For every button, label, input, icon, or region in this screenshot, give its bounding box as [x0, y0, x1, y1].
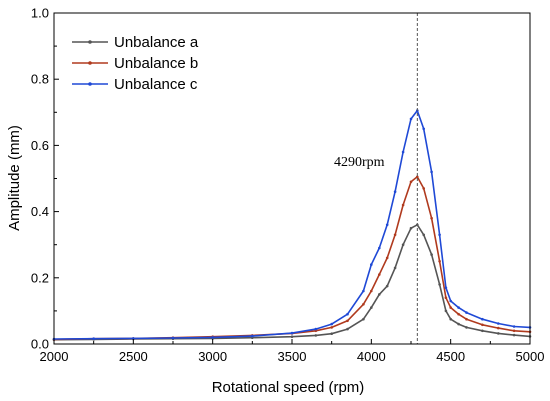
- series-3-point-8: [314, 327, 318, 331]
- series-3-point-7: [290, 331, 294, 335]
- y-tick-label-2: 0.2: [31, 270, 49, 285]
- series-3-point-12: [370, 263, 373, 266]
- y-tick-label-1: 0.0: [31, 337, 49, 352]
- series-1-point-21: [438, 283, 441, 286]
- series-3-point-10: [346, 312, 349, 316]
- series-3-point-22: [444, 286, 448, 290]
- annotation-label: 4290rpm: [334, 155, 385, 170]
- series-2-point-11: [362, 303, 365, 306]
- series-2-point-14: [385, 256, 389, 260]
- series-1-point-15: [393, 266, 397, 270]
- series-3-point-23: [449, 299, 453, 303]
- series-2-point-21: [438, 260, 441, 263]
- series-1-point-9: [330, 332, 334, 336]
- series-3-point-4: [171, 336, 175, 340]
- x-tick-label-5: 4000: [357, 349, 386, 364]
- series-3-point-20: [430, 170, 433, 174]
- series-2-point-26: [481, 323, 484, 327]
- series-2-point-22: [444, 296, 448, 300]
- series-3-point-19: [422, 127, 426, 131]
- series-3-point-6: [251, 334, 254, 338]
- series-1-point-14: [385, 284, 389, 288]
- series-1-point-8: [314, 334, 318, 337]
- series-3-point-13: [378, 246, 381, 250]
- series-2-point-12: [370, 289, 373, 293]
- legend-label-1: Unbalance a: [114, 34, 199, 51]
- series-3-point-14: [385, 223, 389, 227]
- series-2-point-18: [416, 175, 419, 179]
- series-1-point-16: [401, 243, 405, 246]
- series-2-point-25: [465, 317, 468, 321]
- series-1-point-12: [370, 306, 373, 309]
- x-axis-label: Rotational speed (rpm): [212, 379, 365, 396]
- series-2-point-27: [497, 326, 500, 330]
- series-2-point-19: [422, 187, 426, 190]
- y-axis-label: Amplitude (mm): [6, 125, 23, 231]
- plot-area: 4290rpm 2000 2500 3000 3500 4000 4500 5000 0.0 0.…: [31, 6, 545, 365]
- series-1-point-7: [290, 335, 294, 339]
- series-1-point-26: [481, 329, 484, 333]
- series-1-point-19: [422, 233, 426, 237]
- series-1-point-27: [497, 332, 500, 335]
- x-tick-label-1: 2000: [40, 349, 69, 364]
- legend-marker-3: [88, 82, 92, 86]
- x-tick-label-7: 5000: [516, 349, 545, 364]
- series-3-point-11: [362, 289, 365, 293]
- series-1-point-23: [449, 317, 453, 321]
- series-1-point-11: [362, 317, 365, 321]
- series-3-point-26: [481, 317, 484, 321]
- series-1-point-10: [346, 327, 349, 331]
- series-3-point-24: [457, 306, 460, 309]
- series-2-point-9: [330, 326, 334, 329]
- series-1-point-22: [444, 309, 448, 313]
- series-2-point-16: [401, 203, 405, 207]
- series-2-point-23: [449, 306, 453, 309]
- series-1-point-17: [409, 226, 413, 230]
- series-3-point-21: [438, 233, 441, 237]
- series-3-point-25: [465, 311, 468, 314]
- series-3-point-28: [512, 325, 516, 328]
- series-3-point-16: [401, 150, 405, 154]
- x-tick-label-2: 2500: [119, 349, 148, 364]
- y-tick-label-5: 0.8: [31, 72, 49, 87]
- series-1-point-20: [430, 253, 433, 256]
- series-1-point-24: [457, 322, 460, 326]
- series-2-point-13: [378, 273, 381, 276]
- series-1-point-13: [378, 293, 381, 296]
- y-tick-label-3: 0.4: [31, 204, 49, 219]
- x-tick-label-4: 3500: [278, 349, 307, 364]
- y-tick-label-6: 1.0: [31, 6, 49, 21]
- legend-label-3: Unbalance c: [114, 76, 198, 93]
- series-2-point-10: [346, 319, 349, 323]
- x-tick-label-6: 4500: [436, 349, 465, 364]
- series-3-point-27: [497, 322, 500, 325]
- series-1-point-28: [512, 333, 516, 337]
- x-tick-label-3: 3000: [198, 349, 227, 364]
- series-3-point-17: [409, 117, 413, 121]
- series-3-point-5: [211, 336, 214, 339]
- series-3-point-3: [132, 337, 135, 340]
- series-3-point-15: [393, 190, 397, 193]
- series-2-point-28: [512, 329, 516, 333]
- series-2-point-20: [430, 216, 433, 220]
- series-3-point-2: [92, 337, 95, 341]
- series-3-point-9: [330, 322, 334, 326]
- legend-marker-2: [88, 61, 92, 65]
- series-2-point-17: [409, 180, 413, 184]
- series-1-point-25: [465, 326, 468, 329]
- legend-marker-1: [88, 40, 92, 44]
- series-2-point-24: [457, 312, 460, 316]
- legend-label-2: Unbalance b: [114, 55, 198, 72]
- series-2-point-15: [393, 233, 397, 237]
- y-tick-label-4: 0.6: [31, 138, 49, 153]
